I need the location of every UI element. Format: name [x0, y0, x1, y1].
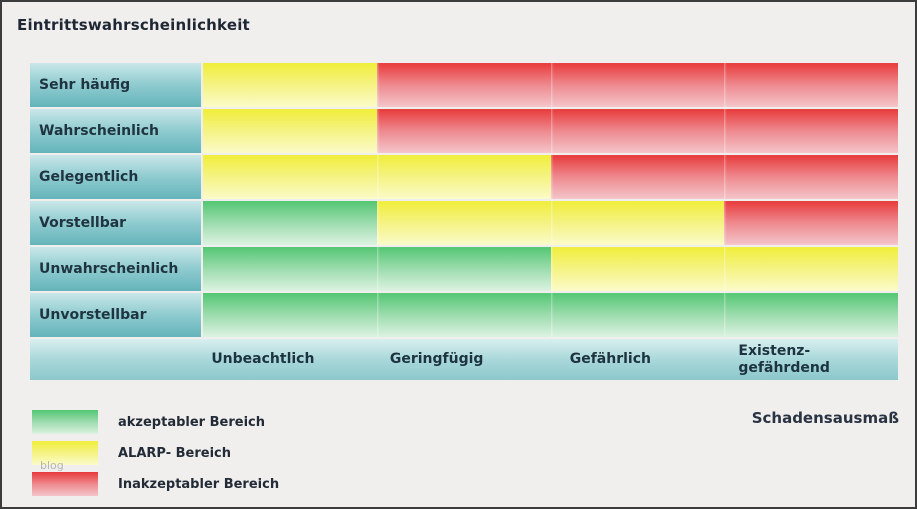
matrix-cell — [203, 293, 377, 337]
y-axis-title: Eintrittswahrscheinlichkeit — [17, 16, 250, 34]
matrix-cell — [376, 155, 551, 199]
matrix-row-cells — [203, 155, 898, 199]
legend: akzeptabler Bereich ALARP- Bereich Inakzep… — [32, 410, 279, 503]
matrix-row-cells — [203, 293, 898, 337]
matrix-cell — [203, 247, 377, 291]
column-header: Unbeachtlich — [203, 339, 377, 380]
matrix-cell — [550, 109, 725, 153]
matrix-cell — [203, 63, 377, 107]
matrix-row: Unvorstellbar — [30, 293, 898, 337]
matrix-row-cells — [203, 247, 898, 291]
legend-swatch-akzeptabel — [32, 410, 98, 434]
legend-swatch-inakzeptabel — [32, 472, 98, 496]
matrix-cell — [550, 293, 725, 337]
matrix-cell — [550, 63, 725, 107]
matrix-cell — [203, 109, 377, 153]
matrix-row: Sehr häufig — [30, 63, 898, 107]
matrix-row: Vorstellbar — [30, 201, 898, 245]
x-axis-title: Schadensausmaß — [751, 409, 899, 427]
matrix-cell — [724, 155, 898, 199]
matrix-row-cells — [203, 63, 898, 107]
row-label: Unwahrscheinlich — [30, 247, 201, 291]
matrix-cell — [203, 201, 377, 245]
matrix-cell — [724, 63, 898, 107]
column-header: Geringfügig — [377, 339, 551, 380]
matrix-row: Wahrscheinlich — [30, 109, 898, 153]
watermark-text: blog — [40, 459, 64, 472]
column-header: Existenz- gefährdend — [724, 339, 898, 380]
matrix-cell — [550, 247, 725, 291]
column-header-label: Geringfügig — [389, 351, 484, 368]
legend-item: akzeptabler Bereich — [32, 410, 279, 434]
header-spacer — [30, 339, 203, 380]
legend-label: ALARP- Bereich — [118, 445, 232, 461]
matrix-cell — [376, 201, 551, 245]
column-header-label: Gefährlich — [569, 351, 651, 368]
legend-label: Inakzeptabler Bereich — [118, 476, 280, 492]
matrix-row: Gelegentlich — [30, 155, 898, 199]
matrix-row-cells — [203, 109, 898, 153]
matrix-row: Unwahrscheinlich — [30, 247, 898, 291]
risk-matrix: Sehr häufig Wahrscheinlich Gelegentlich Vor… — [30, 63, 898, 380]
matrix-cell — [550, 155, 725, 199]
matrix-cell — [376, 63, 551, 107]
matrix-cell — [724, 201, 898, 245]
row-label: Vorstellbar — [30, 201, 201, 245]
legend-item: Inakzeptabler Bereich — [32, 472, 279, 496]
matrix-cell — [203, 155, 377, 199]
legend-swatch-alarp — [32, 441, 98, 465]
matrix-cell — [550, 201, 725, 245]
matrix-cell — [376, 109, 551, 153]
matrix-cell — [376, 293, 551, 337]
matrix-row-cells — [203, 201, 898, 245]
column-header-label: Unbeachtlich — [211, 351, 315, 368]
row-label: Gelegentlich — [30, 155, 201, 199]
column-header: Gefährlich — [551, 339, 725, 380]
column-header-band: Unbeachtlich Geringfügig Gefährlich Existen… — [30, 339, 898, 380]
row-label: Wahrscheinlich — [30, 109, 201, 153]
row-label: Unvorstellbar — [30, 293, 201, 337]
matrix-cell — [376, 247, 551, 291]
matrix-cell — [724, 247, 898, 291]
legend-item: ALARP- Bereich — [32, 441, 279, 465]
column-header-label: Existenz- gefährdend — [738, 343, 830, 376]
row-label: Sehr häufig — [30, 63, 201, 107]
matrix-cell — [724, 109, 898, 153]
legend-label: akzeptabler Bereich — [118, 414, 265, 430]
matrix-cell — [724, 293, 898, 337]
